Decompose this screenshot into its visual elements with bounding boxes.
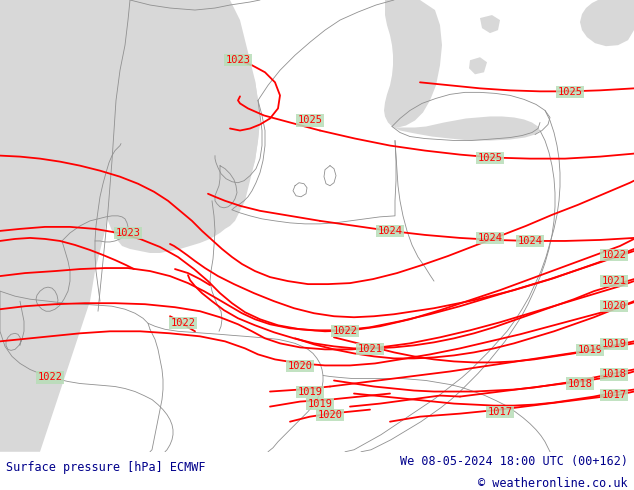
Text: 1018: 1018 bbox=[602, 369, 626, 379]
Text: 1021: 1021 bbox=[358, 344, 382, 354]
Text: 1022: 1022 bbox=[171, 318, 195, 328]
Text: 1019: 1019 bbox=[297, 387, 323, 396]
Text: Surface pressure [hPa] ECMWF: Surface pressure [hPa] ECMWF bbox=[6, 461, 206, 473]
Polygon shape bbox=[194, 159, 214, 179]
Text: 1021: 1021 bbox=[602, 276, 626, 286]
Text: 1020: 1020 bbox=[318, 410, 342, 419]
Text: 1019: 1019 bbox=[602, 340, 626, 349]
Polygon shape bbox=[469, 57, 487, 74]
Text: © weatheronline.co.uk: © weatheronline.co.uk bbox=[478, 477, 628, 490]
Text: 1017: 1017 bbox=[488, 407, 512, 416]
Text: 1024: 1024 bbox=[517, 236, 543, 246]
Text: 1017: 1017 bbox=[602, 390, 626, 399]
Polygon shape bbox=[570, 0, 634, 46]
Text: 1023: 1023 bbox=[226, 55, 250, 65]
Text: We 08-05-2024 18:00 UTC (00+162): We 08-05-2024 18:00 UTC (00+162) bbox=[399, 455, 628, 468]
Text: 1022: 1022 bbox=[602, 250, 626, 260]
Text: 1024: 1024 bbox=[477, 233, 503, 243]
Polygon shape bbox=[201, 60, 260, 181]
Text: 1020: 1020 bbox=[602, 301, 626, 311]
Polygon shape bbox=[214, 146, 240, 169]
Polygon shape bbox=[100, 0, 260, 253]
Polygon shape bbox=[384, 0, 442, 127]
Text: 1025: 1025 bbox=[297, 116, 323, 125]
Text: 1022: 1022 bbox=[37, 372, 63, 383]
Polygon shape bbox=[392, 117, 540, 141]
Text: 1024: 1024 bbox=[377, 226, 403, 236]
Text: 1019: 1019 bbox=[578, 345, 602, 355]
Text: 1022: 1022 bbox=[332, 326, 358, 336]
Text: 1018: 1018 bbox=[567, 378, 593, 389]
Polygon shape bbox=[480, 15, 500, 33]
Polygon shape bbox=[0, 0, 130, 452]
Text: 1023: 1023 bbox=[115, 228, 141, 238]
Text: 1020: 1020 bbox=[287, 362, 313, 371]
Text: 1019: 1019 bbox=[307, 398, 332, 409]
Text: 1025: 1025 bbox=[477, 152, 503, 163]
Text: 1025: 1025 bbox=[557, 87, 583, 98]
